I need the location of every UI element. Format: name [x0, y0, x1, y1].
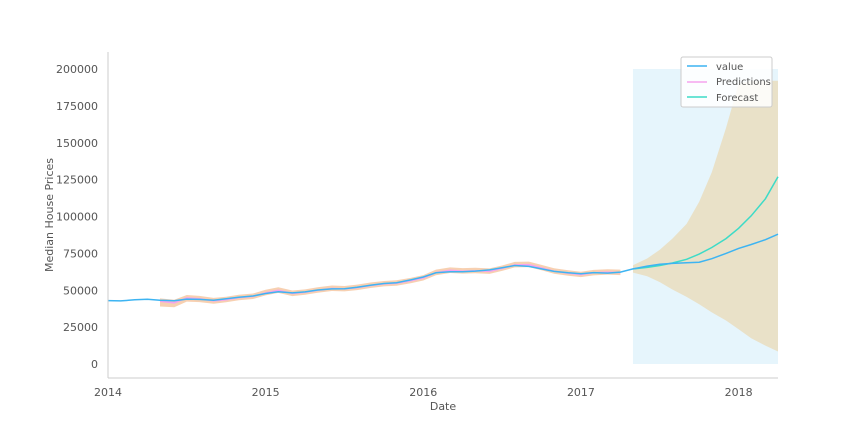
legend: value Predictions Forecast [680, 56, 773, 108]
y-tick-label: 0 [91, 358, 98, 371]
y-tick-label: 25000 [63, 321, 98, 334]
legend-label-value: value [716, 62, 743, 73]
x-tick-label: 2017 [567, 386, 595, 399]
x-tick-label: 2014 [94, 386, 122, 399]
x-tick-label: 2018 [725, 386, 753, 399]
y-tick-label: 175000 [56, 100, 98, 113]
axes: Date Median House Prices [43, 52, 778, 413]
y-tick-label: 50000 [63, 284, 98, 297]
x-axis-title: Date [430, 400, 457, 413]
y-tick-label: 125000 [56, 174, 98, 187]
forecast-confidence-band [633, 80, 778, 352]
y-tick-label: 75000 [63, 247, 98, 260]
plot-area [107, 69, 779, 364]
predictions-confidence-band [160, 261, 621, 308]
x-tick-label: 2016 [409, 386, 437, 399]
y-tick-label: 150000 [56, 137, 98, 150]
legend-label-forecast: Forecast [716, 93, 758, 104]
legend-label-predictions: Predictions [716, 77, 771, 88]
y-axis-title: Median House Prices [43, 158, 56, 272]
x-tick-label: 2015 [252, 386, 280, 399]
forecast-line [632, 176, 779, 270]
value-line [107, 233, 779, 302]
y-tick-label: 100000 [56, 211, 98, 224]
tick-labels: 0 25000 50000 75000 100000 125000 150000 175000… [56, 63, 753, 399]
y-tick-label: 200000 [56, 63, 98, 76]
legend-box [680, 56, 773, 108]
